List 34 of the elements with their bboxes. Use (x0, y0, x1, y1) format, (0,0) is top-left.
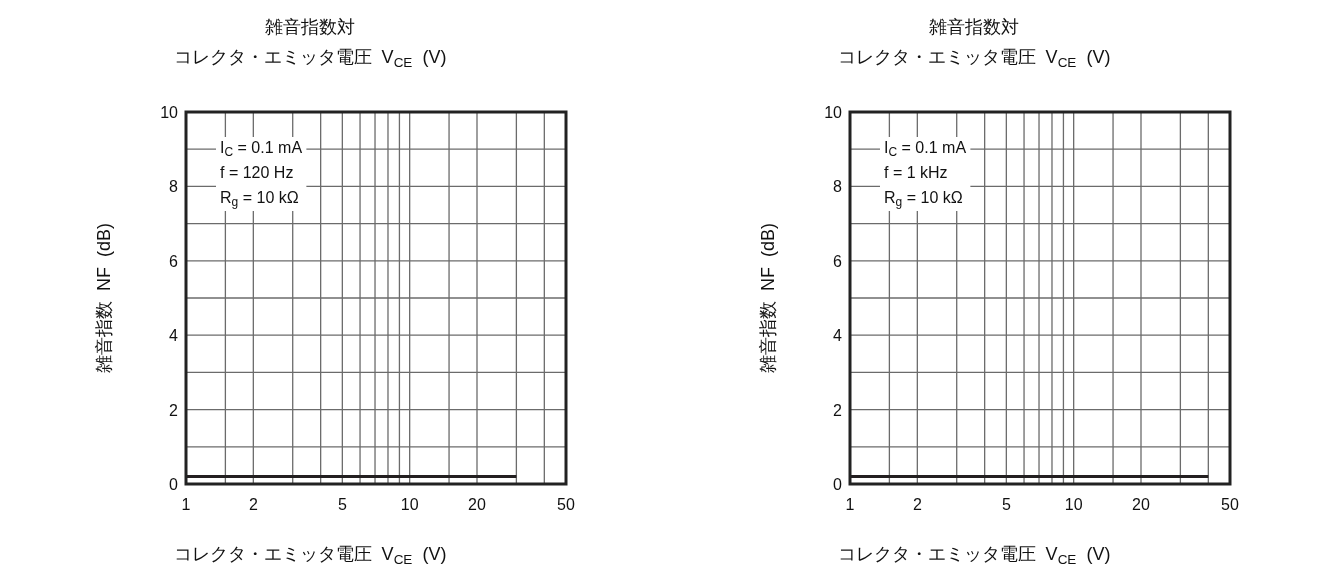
x-tick-label: 1 (845, 496, 855, 513)
annotation: I$_{C}$ = 0.1 mA f = 1 kHz R$_{g}$ = 10 kΩ (884, 139, 967, 209)
x-tick-label: 5 (1001, 496, 1011, 513)
y-tick-label: 10 (824, 104, 843, 121)
y-tick-label: 8 (833, 178, 843, 196)
annotation: I$_{C}$ = 0.1 mA f = 120 Hz R$_{g}$ = 10 kΩ (220, 139, 303, 209)
chart-subtitle: コレクタ・エミッタ電圧 V$_{CE}$ (V) (837, 47, 1111, 70)
x-tick-label: 5 (337, 496, 347, 513)
y-tick-label: 2 (833, 401, 843, 419)
chart-title: 雑音指数対 (265, 17, 355, 37)
x-tick-label: 50 (1221, 496, 1239, 513)
y-tick-label: 4 (833, 327, 843, 345)
chart-title: 雑音指数対 (929, 17, 1019, 37)
x-axis-title: コレクタ・エミッタ電圧 V$_{CE}$ (V) (173, 544, 447, 567)
x-tick-label: 20 (468, 496, 486, 513)
y-tick-label: 10 (160, 104, 179, 121)
y-tick-label: 6 (833, 252, 843, 270)
y-tick-label: 2 (169, 401, 179, 419)
x-tick-label: 10 (400, 496, 419, 513)
y-axis-title: 雑音指数 NF (dB) (758, 222, 778, 374)
y-tick-label: 4 (169, 327, 179, 345)
x-tick-label: 2 (248, 496, 258, 513)
x-tick-label: 50 (557, 496, 575, 513)
x-tick-label: 10 (1064, 496, 1083, 513)
x-axis-title: コレクタ・エミッタ電圧 V$_{CE}$ (V) (837, 544, 1111, 567)
y-axis-title: 雑音指数 NF (dB) (94, 222, 114, 374)
x-tick-label: 2 (912, 496, 922, 513)
y-tick-label: 0 (169, 476, 179, 493)
x-tick-label: 1 (181, 496, 191, 513)
chart-subtitle: コレクタ・エミッタ電圧 V$_{CE}$ (V) (173, 47, 447, 70)
y-tick-label: 0 (833, 476, 843, 493)
y-tick-label: 8 (169, 178, 179, 196)
y-tick-label: 6 (169, 252, 179, 270)
x-tick-label: 20 (1132, 496, 1150, 513)
